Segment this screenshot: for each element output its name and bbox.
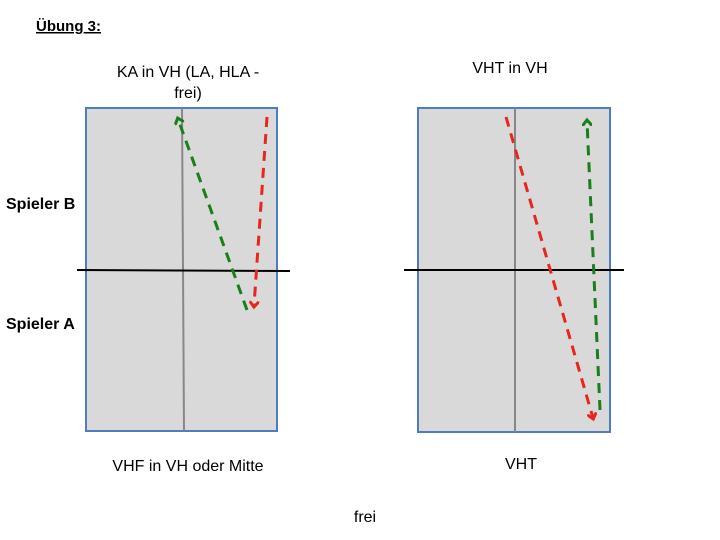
- title: Übung 3:: [36, 18, 101, 35]
- player-label: Spieler A: [6, 316, 75, 333]
- panel-bottom: VHT: [505, 456, 537, 473]
- net: [76, 269, 291, 272]
- arrow: [254, 116, 269, 306]
- arrow: [587, 121, 602, 411]
- player-label: Spieler B: [6, 196, 75, 213]
- panel-top: KA in VH (LA, HLA -: [117, 64, 259, 81]
- arrow: [504, 116, 593, 418]
- footer: frei: [354, 509, 376, 526]
- panel-top: VHT in VH: [472, 60, 547, 77]
- panel-top: frei): [174, 85, 202, 102]
- panel-bottom: VHF in VH oder Mitte: [112, 458, 263, 475]
